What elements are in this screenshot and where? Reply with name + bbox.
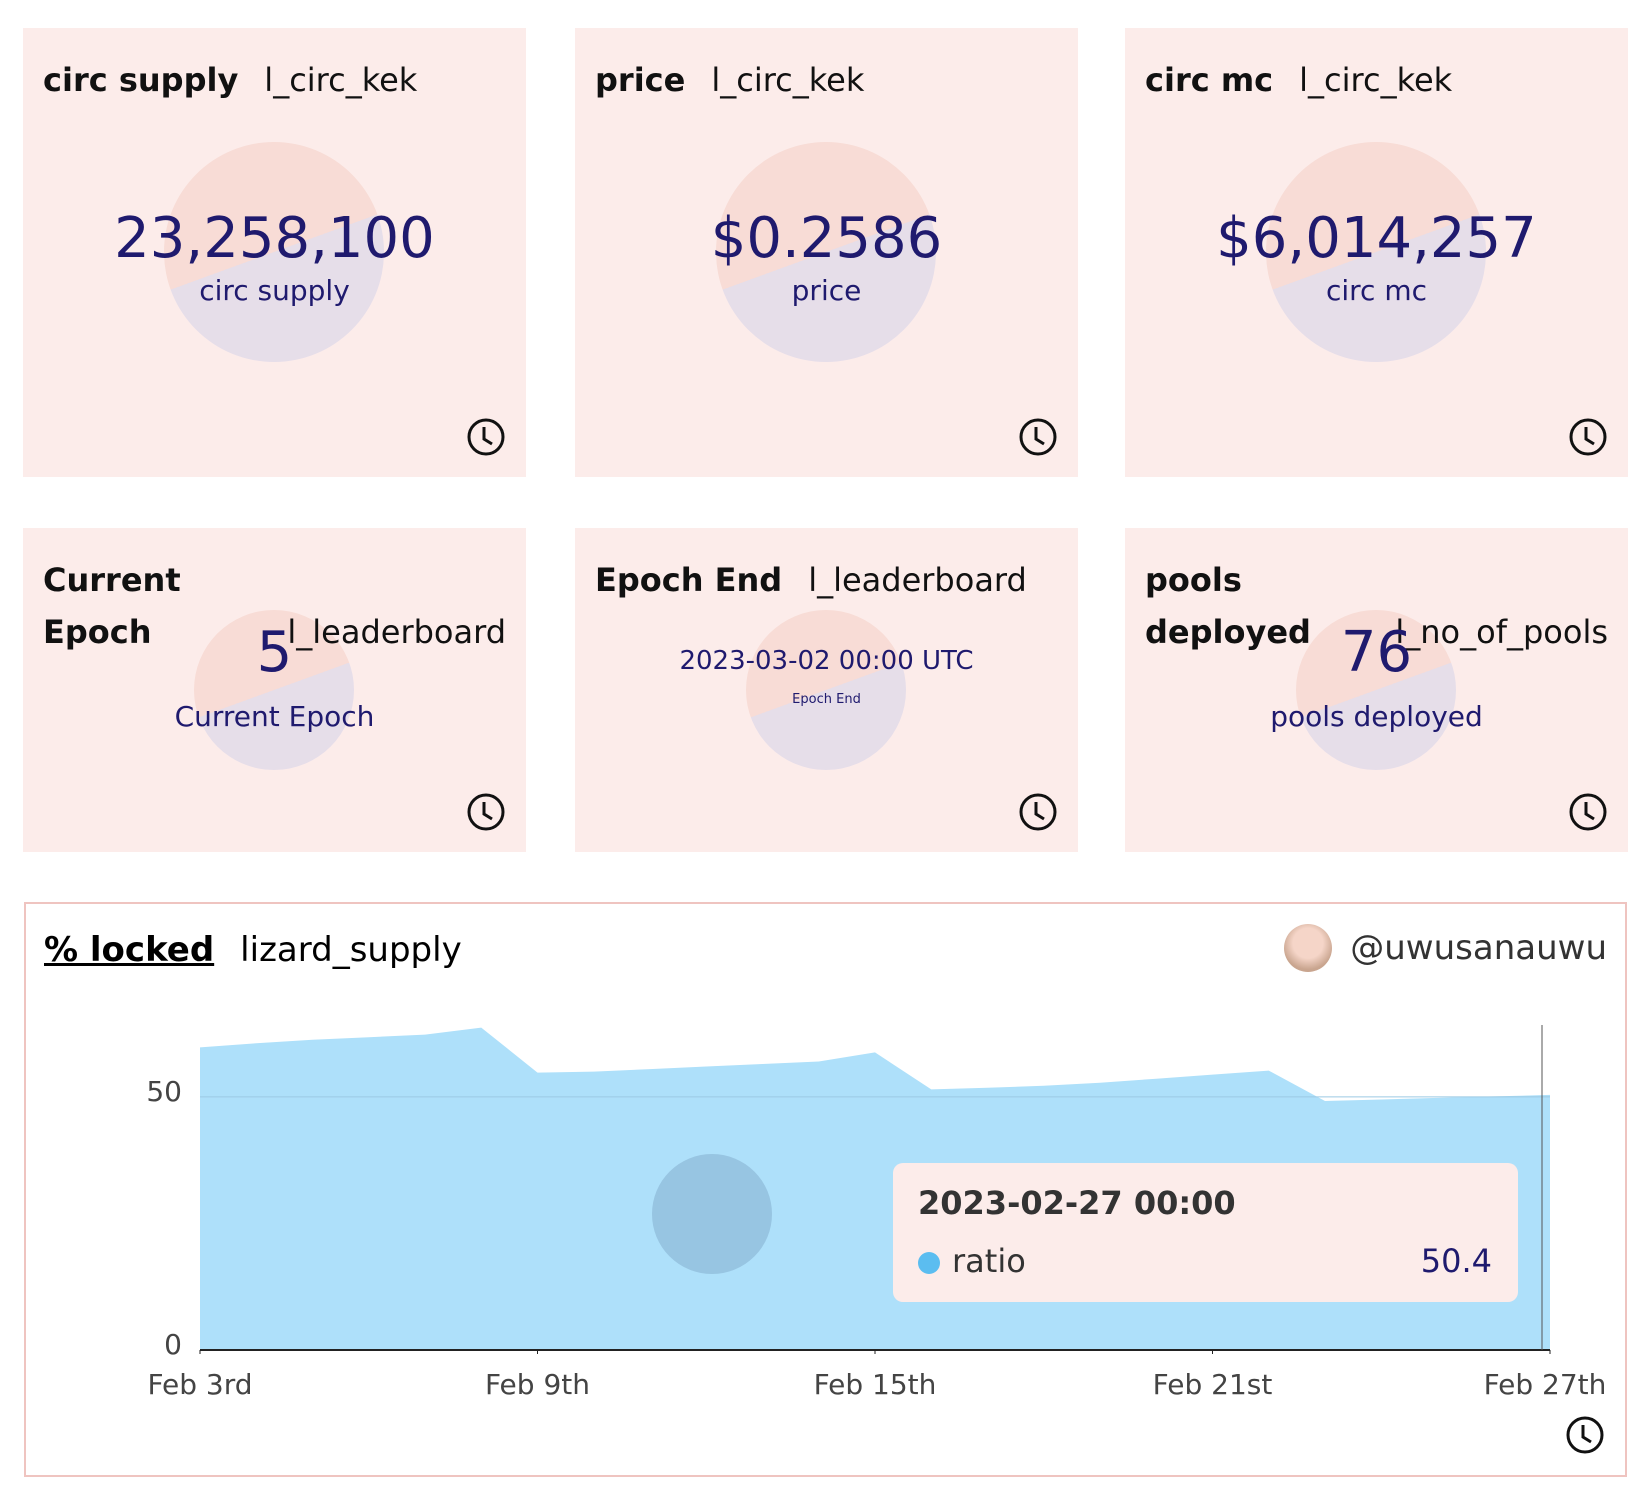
decor-circle (1266, 142, 1486, 362)
decor-circle (746, 610, 906, 770)
card-query: l_circ_kek (264, 61, 418, 99)
clock-hands (1584, 427, 1595, 446)
clock-face (1566, 1416, 1604, 1454)
counter-card: circ supply l_circ_kek 23,258,100 circ supp… (23, 28, 526, 477)
clock-hands (1581, 1425, 1592, 1444)
username[interactable]: @uwusanauwu (1350, 928, 1607, 968)
panel-header: % locked lizard_supply (44, 930, 462, 970)
counter-value: 23,258,100 (114, 206, 435, 271)
clock-hands (1034, 427, 1045, 446)
counter-value: 5 (256, 620, 293, 685)
chart-panel: % locked lizard_supply @uwusanauwu (24, 902, 1627, 1477)
clock-icon[interactable] (1568, 792, 1608, 832)
clock-icon[interactable] (1565, 1415, 1605, 1455)
card-query: l_circ_kek (1299, 61, 1453, 99)
counter-value: $0.2586 (710, 206, 943, 271)
clock-hands (482, 427, 493, 446)
card-query: l_no_of_pools (1395, 613, 1608, 651)
card-title: pools deployed (1145, 561, 1311, 651)
counter-label: Epoch End (792, 692, 861, 707)
decor-circle (164, 142, 384, 362)
decor-circle (716, 142, 936, 362)
user[interactable]: @uwusanauwu (1284, 924, 1607, 972)
card-header: circ supply l_circ_kek (43, 54, 506, 106)
counter-card: Epoch End l_leaderboard 2023-03-02 00:00 U… (575, 528, 1078, 852)
counter-card: price l_circ_kek $0.2586 price (575, 28, 1078, 477)
clock-face (1569, 793, 1607, 831)
clock-icon[interactable] (1018, 792, 1058, 832)
counter-card: pools deployed l_no_of_pools 76 pools deplo… (1125, 528, 1628, 852)
clock-icon[interactable] (466, 792, 506, 832)
clock-face (467, 793, 505, 831)
counter-label: circ supply (199, 274, 350, 307)
clock-face (1019, 418, 1057, 456)
clock-face (1019, 793, 1057, 831)
panel-title[interactable]: % locked (44, 930, 215, 970)
card-header: price l_circ_kek (595, 54, 1058, 106)
counter-value: 2023-03-02 00:00 UTC (679, 646, 974, 676)
clock-hands (1584, 802, 1595, 821)
card-header: Current Epoch l_leaderboard (43, 554, 506, 658)
decor-circle (1296, 610, 1456, 770)
clock-face (467, 418, 505, 456)
card-title: Epoch End (595, 561, 783, 599)
panel-query: lizard_supply (240, 930, 462, 970)
clock-icon[interactable] (466, 417, 506, 457)
counter-value: 76 (1340, 620, 1413, 685)
counter-value: $6,014,257 (1216, 206, 1537, 271)
avatar (1284, 924, 1333, 972)
counter-card: Current Epoch l_leaderboard 5 Current Epoch (23, 528, 526, 852)
counter-label: price (791, 274, 862, 307)
card-title: circ mc (1145, 61, 1274, 99)
card-title: circ supply (43, 61, 239, 99)
clock-icon[interactable] (1018, 417, 1058, 457)
clock-icon[interactable] (1568, 417, 1608, 457)
counter-label: pools deployed (1270, 700, 1483, 733)
card-title: price (595, 61, 686, 99)
card-header: circ mc l_circ_kek (1145, 54, 1608, 106)
counter-label: circ mc (1325, 274, 1428, 307)
counter-label: Current Epoch (174, 700, 375, 733)
card-title: Current Epoch (43, 561, 181, 651)
card-query: l_circ_kek (711, 61, 865, 99)
card-header: Epoch End l_leaderboard (595, 554, 1058, 606)
clock-hands (1034, 802, 1045, 821)
card-header: pools deployed l_no_of_pools (1145, 554, 1608, 658)
counter-card: circ mc l_circ_kek $6,014,257 circ mc (1125, 28, 1628, 477)
card-query: l_leaderboard (808, 561, 1027, 599)
clock-face (1569, 418, 1607, 456)
decor-circle (194, 610, 354, 770)
clock-hands (482, 802, 493, 821)
card-query: l_leaderboard (287, 613, 506, 651)
